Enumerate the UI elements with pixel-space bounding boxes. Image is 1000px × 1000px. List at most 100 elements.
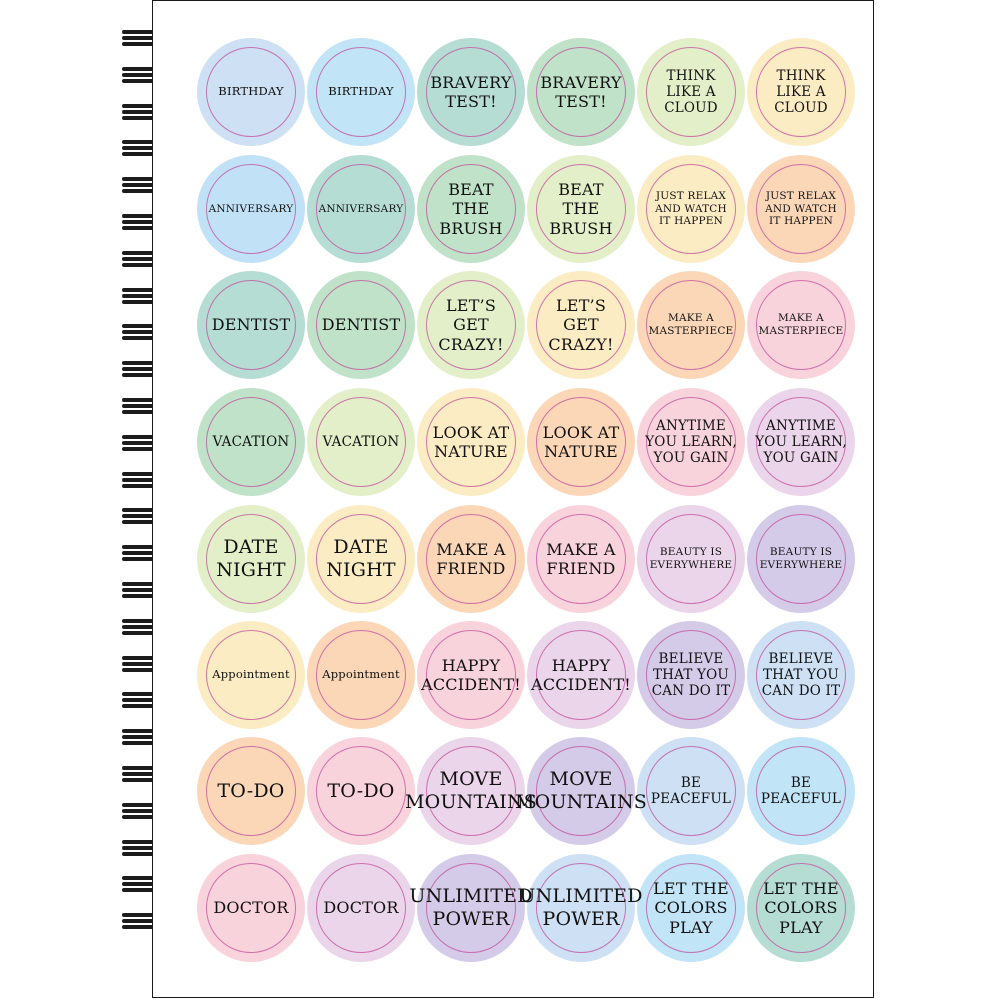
sticker-label: BE PEACEFUL [760,774,842,807]
sticker: MAKE A FRIEND [417,505,525,613]
sticker-label: ANYTIME YOU LEARN, YOU GAIN [755,417,847,467]
sticker-label: THINK LIKE A CLOUD [774,67,828,117]
sticker-label: HAPPY ACCIDENT! [531,655,631,694]
sticker-label: HAPPY ACCIDENT! [421,655,521,694]
sticker-ring [426,47,516,137]
sticker: DENTIST [307,271,415,379]
sticker: DOCTOR [197,854,305,962]
sticker-ring [206,514,296,604]
sticker-label: DOCTOR [323,898,399,918]
sticker-label: BRAVERY TEST! [430,72,512,111]
sticker-ring [756,397,846,487]
sticker-label: ANYTIME YOU LEARN, YOU GAIN [645,417,737,467]
sticker: BEAUTY IS EVERYWHERE [747,505,855,613]
sticker-ring [206,746,296,836]
sticker-label: BIRTHDAY [328,84,394,99]
sticker-label: LET THE COLORS PLAY [653,879,729,937]
sticker-label: BEAUTY IS EVERYWHERE [759,546,843,571]
sticker-ring [206,397,296,487]
sticker: MAKE A MASTERPIECE [637,271,745,379]
sticker-ring [426,164,516,254]
sticker: UNLIMITED POWER [409,854,532,962]
sticker: LET THE COLORS PLAY [747,854,855,962]
sticker-ring [646,397,736,487]
sticker-label: TO-DO [327,779,395,802]
sticker-label: LET THE COLORS PLAY [763,879,839,937]
sticker-ring [206,863,296,953]
sticker: BRAVERY TEST! [527,38,635,146]
sticker: THINK LIKE A CLOUD [637,38,745,146]
sticker: THINK LIKE A CLOUD [747,38,855,146]
sticker-ring [426,863,516,953]
sticker-ring [426,630,516,720]
sticker-ring [316,47,406,137]
sticker-ring [536,630,626,720]
sticker-label: THINK LIKE A CLOUD [664,67,718,117]
sticker-label: MOVE MOUNTAINS [405,768,537,813]
sticker-label: MAKE A FRIEND [436,539,506,578]
sticker: DENTIST [197,271,305,379]
sticker-label: BELIEVE THAT YOU CAN DO IT [761,650,841,700]
sticker-ring [646,514,736,604]
sticker-ring [316,164,406,254]
sticker-ring [206,164,296,254]
sticker: DOCTOR [307,854,415,962]
sticker: DATE NIGHT [307,505,415,613]
sticker-ring [756,164,846,254]
sticker: BEAT THE BRUSH [417,155,525,263]
sticker-ring [756,280,846,370]
sticker-label: LOOK AT NATURE [432,422,510,461]
sticker-label: MOVE MOUNTAINS [515,768,647,813]
sticker: ANYTIME YOU LEARN, YOU GAIN [747,388,855,496]
sticker: MOVE MOUNTAINS [405,737,537,845]
sticker-label: DENTIST [321,315,401,335]
sticker-label: BIRTHDAY [218,84,284,99]
sticker-label: BE PEACEFUL [650,774,732,807]
sticker-label: ANNIVERSARY [318,202,404,215]
sticker-ring [426,280,516,370]
sticker: BELIEVE THAT YOU CAN DO IT [637,621,745,729]
sticker: BIRTHDAY [197,38,305,146]
sticker-ring [316,514,406,604]
sticker: BEAUTY IS EVERYWHERE [637,505,745,613]
sticker-label: DENTIST [211,315,291,335]
sticker-ring [316,746,406,836]
sticker-label: ANNIVERSARY [208,202,294,215]
sticker: ANNIVERSARY [197,155,305,263]
sticker: MOVE MOUNTAINS [515,737,647,845]
sticker: HAPPY ACCIDENT! [527,621,635,729]
sticker: HAPPY ACCIDENT! [417,621,525,729]
sticker-label: DATE NIGHT [326,536,396,581]
sticker: Appointment [197,621,305,729]
sticker: TO-DO [197,737,305,845]
sticker-label: UNLIMITED POWER [519,885,643,930]
sticker-ring [316,630,406,720]
sticker: BRAVERY TEST! [417,38,525,146]
sticker-ring [756,863,846,953]
sticker: LOOK AT NATURE [527,388,635,496]
sticker: Appointment [307,621,415,729]
sticker-ring [646,280,736,370]
sticker: ANYTIME YOU LEARN, YOU GAIN [637,388,745,496]
sticker-ring [646,47,736,137]
sticker-label: JUST RELAX AND WATCH IT HAPPEN [765,190,837,228]
sticker-ring [756,514,846,604]
sticker-ring [646,164,736,254]
sticker-ring [426,746,516,836]
sticker: TO-DO [307,737,415,845]
sticker: MAKE A FRIEND [527,505,635,613]
sticker-label: MAKE A MASTERPIECE [648,312,734,337]
sticker: LET’S GET CRAZY! [527,271,635,379]
sticker-ring [536,47,626,137]
sticker: JUST RELAX AND WATCH IT HAPPEN [747,155,855,263]
sticker: BE PEACEFUL [747,737,855,845]
sticker-ring [316,397,406,487]
sticker-label: VACATION [212,433,290,450]
sticker-ring [536,164,626,254]
sticker-ring [426,514,516,604]
sticker-ring [646,746,736,836]
sticker: UNLIMITED POWER [519,854,642,962]
sticker: VACATION [197,388,305,496]
sticker-label: BELIEVE THAT YOU CAN DO IT [651,650,731,700]
